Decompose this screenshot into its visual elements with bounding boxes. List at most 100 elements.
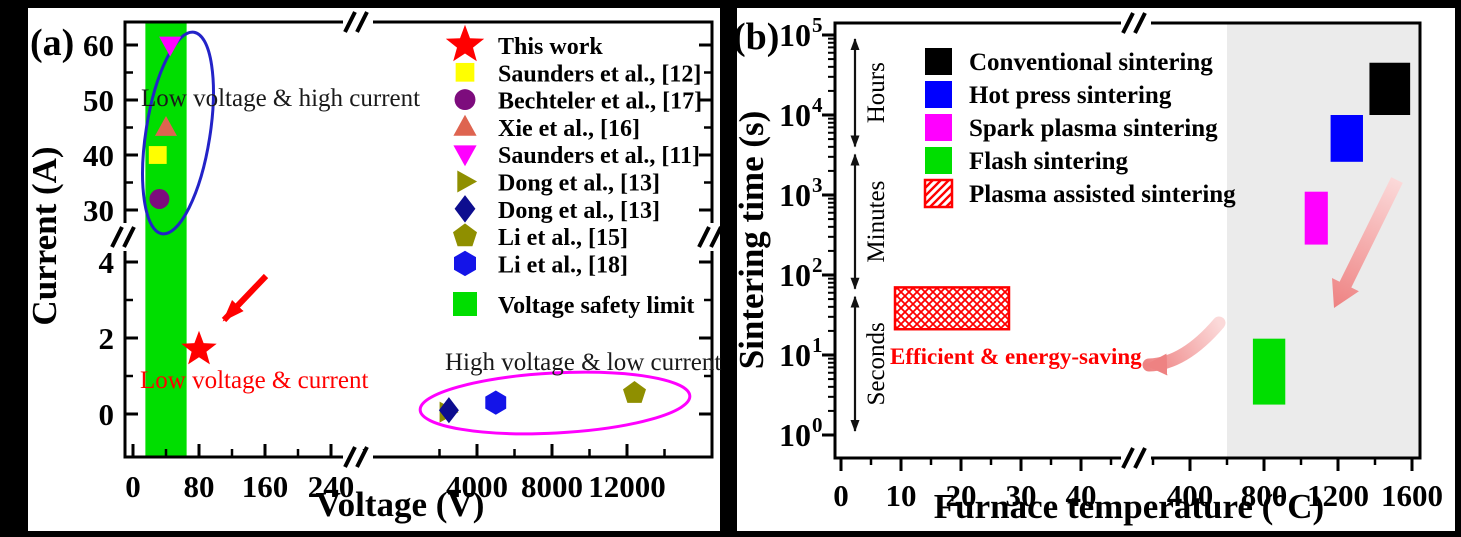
x-tick-label: 1600 bbox=[1381, 478, 1443, 513]
legend-label: Voltage safety limit bbox=[498, 293, 694, 319]
legend-label: Dong et al., [13] bbox=[498, 171, 660, 197]
panel-b: (b) 0 10 20 30 40 400 800 1200 1600 105 104 103 102 1… bbox=[732, 8, 1455, 531]
star-marker bbox=[181, 330, 217, 365]
annotation: High voltage & low current bbox=[445, 349, 721, 376]
panel-a: (a) 0 80 160 240 4000 8000 12000 60 50 40 30 4 2 0 Low… bbox=[25, 8, 723, 531]
y-tick-label: 105 bbox=[779, 13, 823, 53]
axis-break-slash bbox=[110, 226, 124, 248]
y-tick-label: 2 bbox=[99, 321, 115, 356]
range-box bbox=[893, 286, 1011, 331]
range-box bbox=[1252, 338, 1286, 405]
legend-label: Hot press sintering bbox=[969, 82, 1172, 109]
y-tick-label: 102 bbox=[779, 253, 823, 293]
legend-swatch bbox=[925, 147, 952, 174]
legend-label: Dong et al., [13] bbox=[498, 198, 660, 224]
triangle-up-marker bbox=[155, 116, 177, 136]
time-scale-label: Minutes bbox=[863, 181, 890, 263]
hexagon-marker bbox=[485, 390, 507, 415]
diamond-marker bbox=[438, 397, 459, 424]
legend-label: Saunders et al., [12] bbox=[498, 61, 701, 87]
y-tick-label: 103 bbox=[779, 173, 823, 213]
range-box bbox=[1304, 191, 1328, 245]
x-tick-label: 8000 bbox=[521, 469, 583, 504]
legend-label: Bechteler et al., [17] bbox=[498, 89, 702, 115]
square-marker bbox=[455, 62, 475, 82]
legend-label: Spark plasma sintering bbox=[969, 115, 1218, 142]
exponent: 5 bbox=[812, 13, 823, 37]
x-tick-label: 40 bbox=[1066, 478, 1097, 513]
y-tick-label: 50 bbox=[83, 83, 114, 118]
diamond-marker bbox=[454, 195, 476, 223]
time-scale-label: Hours bbox=[863, 62, 890, 123]
pentagon-marker bbox=[623, 381, 646, 403]
low-current-group-ellipse bbox=[418, 370, 692, 436]
legend-label: Flash sintering bbox=[969, 148, 1129, 175]
y-axis-title: Current (A) bbox=[25, 146, 64, 325]
x-tick-label: 240 bbox=[308, 469, 355, 504]
triangle-down-marker bbox=[159, 36, 182, 57]
x-tick-label: 30 bbox=[1006, 478, 1037, 513]
y-tick-label: 100 bbox=[779, 413, 823, 453]
x-tick-label: 400 bbox=[1167, 478, 1214, 513]
time-scale-label: Seconds bbox=[863, 322, 890, 405]
y-axis-title: Sintering time (s) bbox=[732, 111, 771, 370]
x-axis-title: Furnace temperature (°C) bbox=[934, 487, 1324, 526]
axis-break-slash bbox=[355, 446, 369, 468]
exponent: 3 bbox=[812, 173, 823, 197]
legend-safety-swatch bbox=[453, 292, 477, 316]
x-tick-label: 12000 bbox=[588, 469, 666, 504]
axis-break-slash bbox=[1133, 447, 1147, 469]
exponent: 1 bbox=[812, 333, 823, 357]
legend-label: Saunders et al., [11] bbox=[498, 143, 700, 169]
y-tick-label: 60 bbox=[83, 28, 114, 63]
x-tick-label: 800 bbox=[1241, 478, 1288, 513]
x-tick-label: 10 bbox=[886, 478, 917, 513]
this-work-arrow bbox=[221, 273, 269, 323]
triangle-down-marker bbox=[453, 145, 477, 167]
pentagon-marker bbox=[453, 223, 477, 247]
legend-swatch bbox=[923, 178, 954, 209]
annotation: Efficient & energy-saving bbox=[890, 344, 1142, 369]
axis-break-slash bbox=[343, 11, 357, 33]
y-tick-label: 30 bbox=[83, 193, 114, 228]
y-tick-label: 4 bbox=[99, 245, 115, 280]
x-tick-label: 80 bbox=[184, 469, 215, 504]
triangle-right-marker bbox=[457, 170, 478, 193]
x-tick-label: 4000 bbox=[446, 469, 508, 504]
y-tick-label: 104 bbox=[779, 93, 823, 133]
y-tick-label: 0 bbox=[99, 397, 115, 432]
x-tick-label: 1200 bbox=[1307, 478, 1369, 513]
axis-break-slash bbox=[122, 226, 136, 248]
hexagon-marker bbox=[454, 250, 476, 277]
x-axis-title: Voltage (V) bbox=[316, 485, 485, 524]
legend-label: Li et al., [18] bbox=[498, 252, 628, 278]
legend-label: Li et al., [15] bbox=[498, 225, 628, 251]
axis-break-slash bbox=[1121, 12, 1135, 34]
y-tick-label: 40 bbox=[83, 138, 114, 173]
x-tick-label: 160 bbox=[242, 469, 289, 504]
panel-b-chart: 0 10 20 30 40 400 800 1200 160010510410310210110… bbox=[732, 12, 1443, 526]
curved-trend-arrow bbox=[1142, 316, 1226, 376]
legend-swatch bbox=[925, 48, 952, 75]
circle-marker bbox=[454, 89, 476, 111]
x-tick-label: 0 bbox=[833, 478, 849, 513]
axis-break-slash bbox=[697, 226, 711, 248]
axis-break-slash bbox=[709, 226, 723, 248]
range-box bbox=[1330, 115, 1363, 162]
trend-arrow bbox=[1332, 177, 1403, 308]
legend-swatch bbox=[925, 81, 952, 108]
axis-break-slash bbox=[1133, 12, 1147, 34]
exponent: 4 bbox=[812, 93, 823, 117]
square-marker bbox=[148, 146, 167, 164]
panel-b-label: (b) bbox=[733, 16, 780, 58]
circle-marker bbox=[149, 189, 170, 209]
annotation: Low voltage & high current bbox=[141, 85, 420, 112]
legend-label: This work bbox=[498, 34, 603, 60]
panel-a-label: (a) bbox=[30, 22, 75, 64]
axis-break-slash bbox=[355, 11, 369, 33]
legend-label: Conventional sintering bbox=[969, 49, 1213, 76]
high-current-group-ellipse bbox=[141, 30, 215, 236]
y-tick-label: 101 bbox=[779, 333, 823, 373]
legend-label: Xie et al., [16] bbox=[498, 116, 640, 142]
x-tick-label: 0 bbox=[125, 469, 141, 504]
